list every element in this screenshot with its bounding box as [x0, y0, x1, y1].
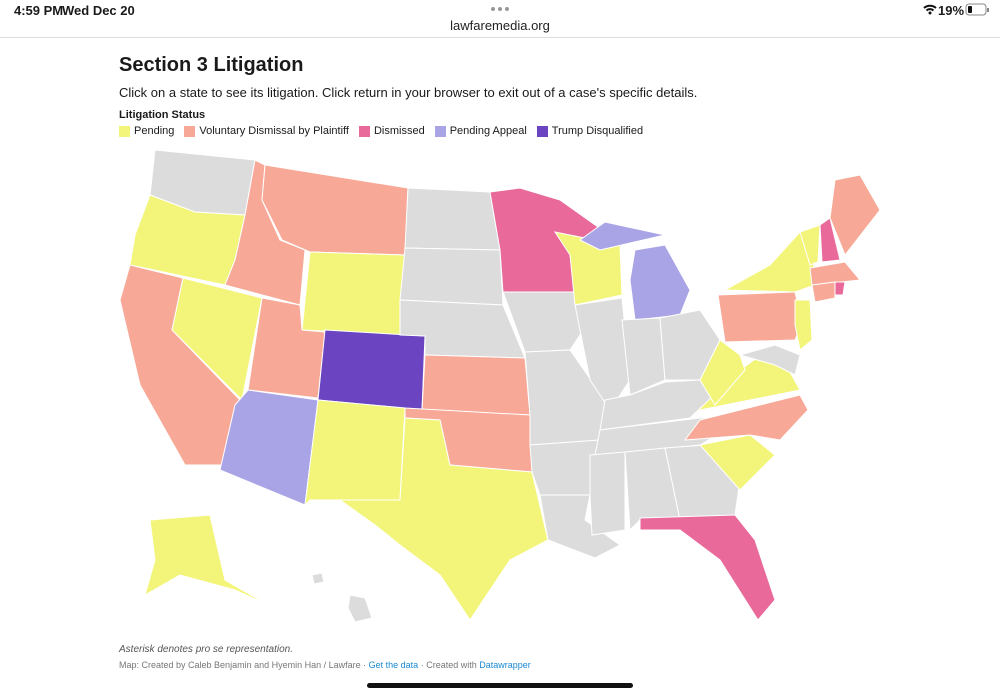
legend-item: Pending — [119, 125, 174, 137]
legend-item: Voluntary Dismissal by Plaintiff — [184, 125, 349, 137]
state[interactable] — [338, 417, 549, 621]
credit: Map: Created by Caleb Benjamin and Hyemi… — [119, 660, 531, 670]
legend-item: Pending Appeal — [434, 125, 527, 137]
legend-swatch — [434, 125, 446, 137]
credit-text: · Created with — [420, 660, 477, 670]
state[interactable] — [717, 291, 803, 343]
state[interactable] — [699, 339, 746, 406]
state[interactable] — [144, 514, 269, 606]
state[interactable] — [683, 394, 809, 441]
legend-label: Trump Disqualified — [551, 125, 644, 137]
url[interactable]: lawfaremedia.org — [450, 18, 550, 33]
state[interactable] — [574, 297, 631, 411]
legend-item: Trump Disqualified — [536, 125, 644, 137]
legend-swatch — [536, 125, 548, 137]
state[interactable] — [304, 399, 406, 507]
title: Section 3 Litigation — [119, 54, 304, 76]
state[interactable] — [301, 251, 406, 336]
state[interactable] — [699, 434, 776, 491]
legend-label: Pending — [134, 125, 175, 137]
battery-percent: 19% — [938, 3, 965, 18]
state[interactable] — [399, 247, 504, 306]
state[interactable] — [404, 187, 501, 251]
state[interactable] — [639, 514, 776, 621]
dot — [491, 7, 495, 11]
footnote: Asterisk denotes pro se representation. — [119, 644, 293, 655]
legend-label: Voluntary Dismissal by Plaintiff — [199, 125, 349, 137]
state[interactable] — [219, 389, 319, 506]
tool-link[interactable]: Datawrapper — [479, 660, 531, 670]
legend-swatch — [184, 125, 196, 137]
battery-level — [968, 6, 972, 13]
state[interactable] — [723, 231, 816, 293]
legend-label: Pending Appeal — [449, 125, 527, 137]
state[interactable] — [629, 244, 691, 321]
legend: Pending Voluntary Dismissal by Plaintiff D… — [119, 125, 643, 137]
state[interactable] — [809, 261, 861, 286]
state[interactable] — [589, 451, 626, 536]
state[interactable] — [738, 344, 801, 376]
state[interactable] — [311, 572, 325, 585]
subtitle: Click on a state to see its litigation. … — [119, 85, 698, 100]
status-date: Wed Dec 20 — [62, 3, 135, 18]
wifi-icon — [923, 4, 937, 12]
state[interactable] — [794, 299, 813, 351]
legend-title: Litigation Status — [119, 109, 206, 121]
state[interactable] — [811, 281, 836, 303]
state[interactable] — [834, 281, 846, 296]
state[interactable] — [421, 354, 531, 416]
legend-label: Dismissed — [373, 125, 425, 137]
divider — [0, 37, 1000, 38]
legend-item: Dismissed — [358, 125, 425, 137]
status-time: 4:59 PM — [14, 3, 64, 18]
state[interactable] — [799, 224, 821, 266]
status-icons — [491, 3, 989, 16]
wifi-dot — [928, 11, 932, 15]
credit-text: Map: Created by Caleb Benjamin and Hyemi… — [119, 660, 367, 670]
state[interactable] — [579, 221, 666, 251]
dot — [505, 7, 509, 11]
dot — [498, 7, 502, 11]
legend-swatch — [119, 125, 130, 137]
home-indicator — [367, 683, 633, 688]
data-link[interactable]: Get the data — [368, 660, 419, 670]
state[interactable] — [317, 329, 426, 411]
us-map — [119, 149, 881, 623]
battery-icon — [965, 3, 987, 16]
battery-tip — [987, 8, 989, 12]
state[interactable] — [819, 217, 841, 263]
state[interactable] — [829, 174, 881, 256]
state[interactable] — [502, 291, 591, 353]
state[interactable] — [621, 317, 666, 396]
state[interactable] — [347, 594, 373, 623]
legend-swatch — [358, 125, 370, 137]
